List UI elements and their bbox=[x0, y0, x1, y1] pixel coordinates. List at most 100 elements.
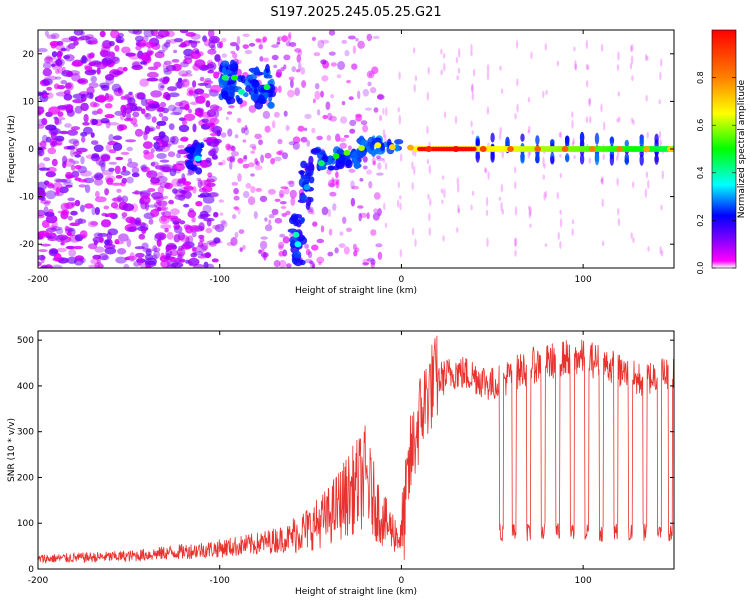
spectrogram-cell bbox=[205, 100, 211, 108]
spectrogram-cell bbox=[274, 217, 283, 224]
spectrogram-cell bbox=[499, 126, 502, 134]
spectrogram-cell bbox=[475, 137, 480, 146]
spectrogram-cell bbox=[143, 151, 155, 160]
spectrogram-cell bbox=[230, 50, 236, 54]
spectrogram-cell bbox=[267, 188, 276, 195]
spectrogram-cell bbox=[173, 49, 178, 54]
spectrogram-cell bbox=[366, 212, 370, 220]
spectrogram-cell bbox=[185, 259, 190, 264]
spectrogram-cell bbox=[287, 180, 294, 185]
spectrogram-cell bbox=[136, 256, 143, 266]
spectrogram-cell bbox=[108, 40, 115, 47]
spectrogram-cell bbox=[135, 45, 142, 51]
spectrogram-cell bbox=[106, 177, 114, 185]
spectrogram-cell bbox=[351, 185, 360, 190]
spectrogram-cell bbox=[263, 74, 273, 79]
spectrogram-cell bbox=[131, 172, 140, 178]
spectrogram-cell bbox=[38, 209, 46, 217]
spectrogram-cell bbox=[43, 56, 54, 64]
spectrogram-cell bbox=[55, 68, 60, 75]
spectrogram-cell bbox=[204, 122, 214, 127]
spectrogram-cell bbox=[138, 233, 146, 240]
spectrogram-cell bbox=[339, 231, 344, 236]
spectrogram-cell bbox=[158, 78, 164, 82]
spectrogram-cell bbox=[228, 105, 235, 109]
spectrogram-cell bbox=[368, 181, 373, 189]
spectrogram-cell bbox=[330, 93, 334, 99]
spectrogram-cell bbox=[382, 108, 385, 115]
spectrogram-cell bbox=[91, 118, 98, 126]
spectrogram-cell bbox=[145, 257, 157, 266]
spectrogram-cell bbox=[370, 259, 376, 265]
spectrogram-cell bbox=[229, 59, 236, 68]
spectrogram-cell bbox=[535, 135, 540, 146]
spectrogram-cell bbox=[168, 256, 178, 263]
spectrogram-cell bbox=[201, 118, 209, 123]
ridge-point bbox=[318, 160, 325, 167]
spectrogram-cell bbox=[141, 108, 146, 115]
spectrogram-cell bbox=[354, 247, 360, 253]
spectrogram-cell bbox=[64, 225, 69, 231]
spectrogram-cell bbox=[74, 255, 85, 262]
spectrogram-cell bbox=[150, 90, 163, 98]
spectrogram-cell bbox=[49, 249, 58, 255]
spectrogram-cell bbox=[84, 34, 94, 39]
spectrogram-cell bbox=[471, 130, 474, 135]
spectrogram-cell bbox=[312, 221, 318, 227]
spectrogram-cell bbox=[188, 89, 194, 96]
spectrogram-cell bbox=[535, 153, 540, 162]
spectrogram-cell bbox=[311, 148, 321, 154]
spectrogram-cell bbox=[458, 48, 461, 58]
spectrogram-cell bbox=[74, 105, 83, 114]
spectrogram-cell bbox=[45, 190, 57, 200]
spectrogram-cell bbox=[159, 159, 170, 163]
spectrogram-cell bbox=[198, 187, 207, 193]
ridge-point bbox=[407, 144, 414, 151]
spectrogram-cell bbox=[55, 59, 63, 66]
spectrogram-cell bbox=[414, 238, 417, 247]
spectrogram-cell bbox=[340, 116, 348, 124]
spectrogram-cell bbox=[146, 50, 153, 57]
spectrogram-cell bbox=[500, 183, 504, 193]
spectrogram-cell bbox=[135, 35, 144, 42]
spectrogram-cell bbox=[51, 51, 58, 58]
spectrogram-cell bbox=[616, 64, 620, 71]
spectrogram-cell bbox=[157, 30, 170, 38]
spectrogram-cell bbox=[316, 238, 325, 244]
spectrogram-cell bbox=[179, 220, 186, 225]
spectrogram-cell bbox=[236, 117, 242, 123]
spectrogram-cell bbox=[219, 41, 224, 49]
spectrogram-cell bbox=[94, 178, 103, 186]
x-tick-label: -200 bbox=[28, 576, 49, 586]
spectrogram-cell bbox=[66, 45, 71, 52]
ridge-point bbox=[343, 149, 351, 156]
spectrogram-cell bbox=[475, 150, 480, 163]
spectrogram-cell bbox=[233, 187, 239, 195]
spectrogram-cell bbox=[47, 147, 57, 155]
spectrogram-cell bbox=[542, 174, 545, 180]
spectrogram-cell bbox=[487, 171, 490, 180]
spectrogram-cell bbox=[208, 192, 220, 198]
spectrogram-cell bbox=[311, 211, 315, 215]
spectrogram-cell bbox=[268, 219, 272, 225]
spectrogram-cell bbox=[527, 150, 530, 159]
spectrogram-cell bbox=[616, 118, 619, 123]
spectrogram-cell bbox=[658, 130, 662, 139]
spectrogram-cell bbox=[195, 167, 203, 175]
spectrogram-cell bbox=[207, 30, 215, 38]
spectrogram-cell bbox=[394, 143, 400, 152]
spectrogram-cell bbox=[471, 91, 474, 101]
spectrogram-cell bbox=[106, 212, 116, 218]
spectrogram-cell bbox=[242, 244, 246, 250]
ridge-point bbox=[358, 145, 365, 151]
spectrogram-cell bbox=[46, 92, 54, 99]
spectrogram-cell bbox=[100, 219, 112, 228]
spectrogram-cell bbox=[104, 74, 115, 81]
spectrogram-cell bbox=[115, 175, 123, 179]
snr-frame bbox=[37, 330, 675, 570]
spectrogram-cell bbox=[264, 217, 268, 222]
spectrogram-cell bbox=[654, 153, 659, 165]
spectrogram-cell bbox=[115, 256, 127, 264]
spectrogram-cell bbox=[198, 222, 205, 231]
spectrogram-cell bbox=[104, 114, 115, 119]
